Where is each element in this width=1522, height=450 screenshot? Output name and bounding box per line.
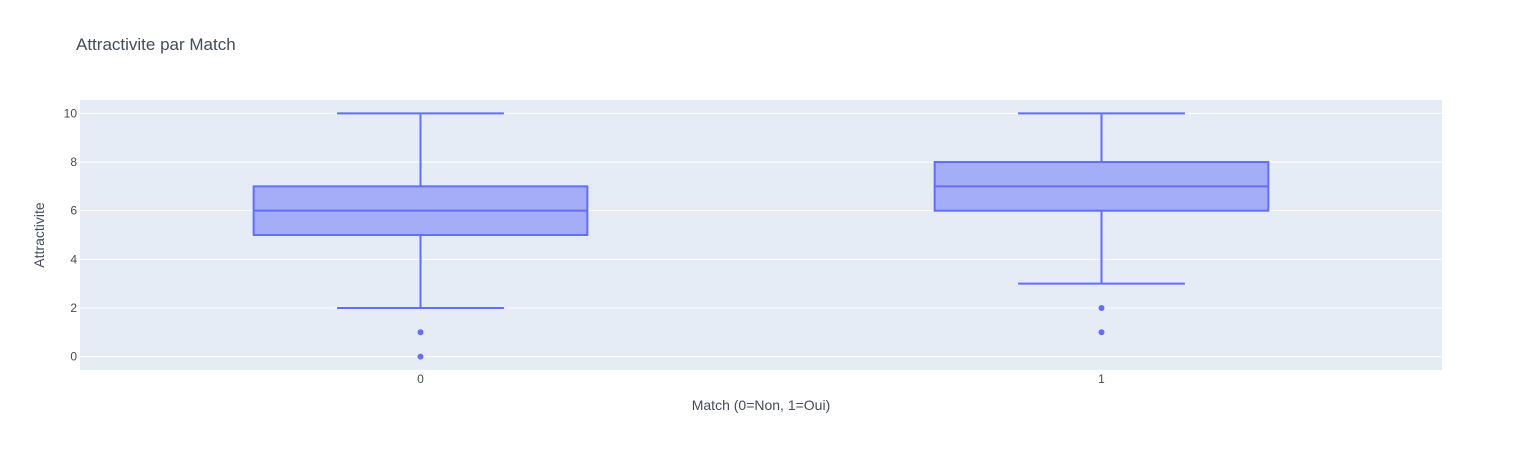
outlier-point (1098, 329, 1105, 336)
outlier-point (417, 353, 424, 360)
y-tick-label-6: 6 (70, 204, 77, 218)
y-tick-label-0: 0 (70, 350, 77, 364)
y-tick-label-2: 2 (70, 301, 77, 315)
outlier-point (1098, 304, 1105, 311)
x-axis-title: Match (0=Non, 1=Oui) (692, 397, 831, 413)
y-tick-label-10: 10 (64, 106, 78, 120)
y-tick-labels: 0 2 4 6 8 10 (64, 106, 78, 363)
x-tick-label-0: 0 (417, 372, 424, 386)
box-plots (252, 112, 1270, 360)
x-tick-label-1: 1 (1098, 372, 1105, 386)
box-0 (252, 112, 589, 360)
y-axis-title: Attractivite (31, 202, 47, 268)
chart-title: Attractivite par Match (76, 35, 236, 54)
y-tick-label-8: 8 (70, 155, 77, 169)
y-tick-label-4: 4 (70, 252, 77, 266)
outlier-point (417, 329, 424, 336)
box-1 (933, 112, 1270, 336)
